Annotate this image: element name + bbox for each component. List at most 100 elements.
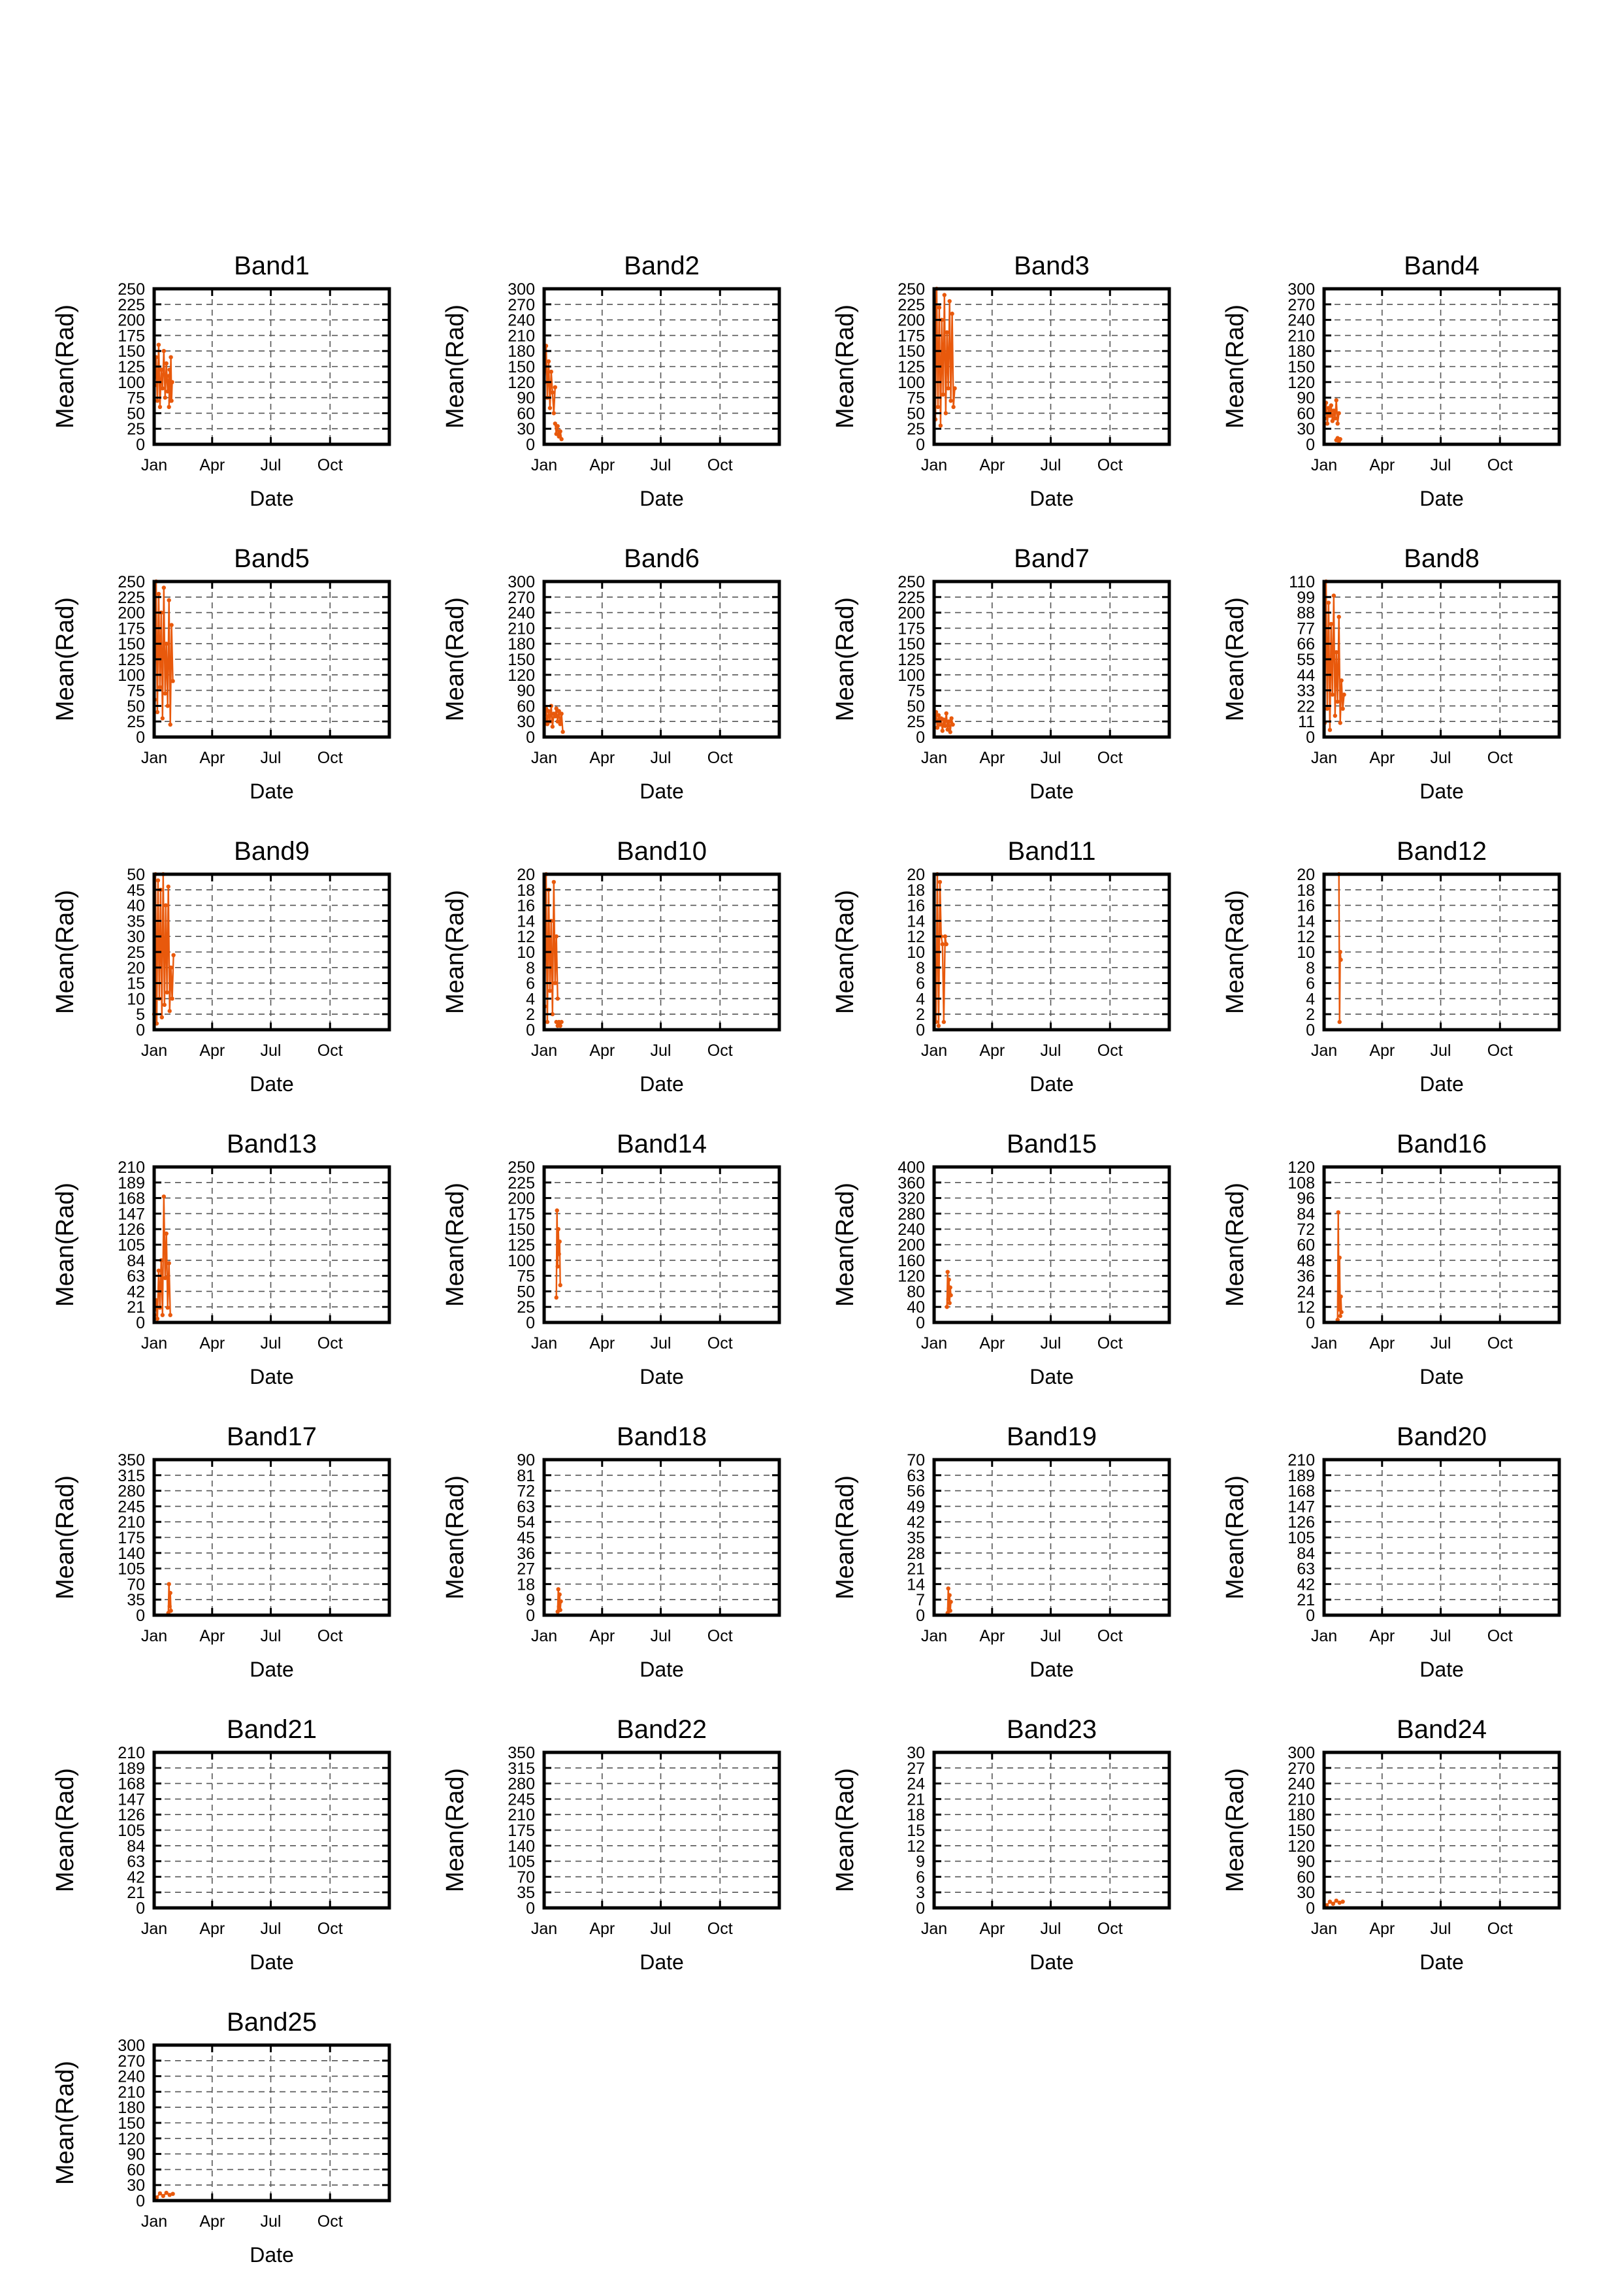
- y-tick-label: 140: [118, 1545, 145, 1563]
- data-point: [1340, 1899, 1345, 1904]
- plot-frame: [152, 1165, 391, 1324]
- y-tick-label: 90: [517, 1451, 535, 1469]
- y-tick-label: 105: [118, 1822, 145, 1840]
- y-tick-label: 40: [127, 897, 145, 915]
- x-tick-label: Jul: [261, 1334, 282, 1353]
- x-tick-label: Apr: [199, 749, 225, 767]
- x-tick-label: Oct: [317, 456, 343, 474]
- data-point: [943, 411, 948, 416]
- data-point: [1337, 1900, 1342, 1905]
- plot-frame: [1322, 1165, 1561, 1324]
- y-tick-label: 240: [508, 312, 535, 330]
- y-tick-label: 105: [118, 1236, 145, 1255]
- y-tick-label: 15: [907, 1822, 925, 1840]
- data-point: [1335, 421, 1340, 426]
- y-tick-label: 0: [1306, 1021, 1315, 1040]
- x-tick-label: Jul: [1041, 456, 1061, 474]
- x-tick-label: Oct: [707, 1041, 733, 1060]
- data-point: [156, 591, 161, 597]
- data-point: [1338, 1313, 1342, 1319]
- y-tick-label: 5: [136, 1006, 145, 1024]
- y-axis-label: Mean(Rad): [52, 304, 79, 429]
- y-tick-label: 200: [508, 1190, 535, 1208]
- y-tick-label: 84: [1297, 1545, 1315, 1563]
- y-axis-label: Mean(Rad): [1222, 1768, 1249, 1892]
- y-tick-label: 150: [118, 635, 145, 653]
- data-point: [554, 934, 559, 939]
- plot-frame: [542, 1750, 781, 1910]
- panel-title: Band5: [234, 544, 310, 573]
- data-point: [550, 724, 555, 729]
- x-tick-label: Jul: [1041, 1627, 1061, 1645]
- data-series-line: [934, 287, 956, 427]
- y-tick-label: 35: [517, 1884, 535, 1902]
- x-tick-label: Oct: [1487, 1041, 1513, 1060]
- y-tick-label: 27: [517, 1560, 535, 1579]
- x-tick-label: Oct: [1097, 1920, 1123, 1938]
- x-tick-label: Jan: [141, 1334, 167, 1353]
- x-tick-label: Jan: [531, 1920, 557, 1938]
- data-point: [1336, 411, 1341, 416]
- y-tick-label: 50: [907, 697, 925, 715]
- y-tick-label: 25: [517, 1298, 535, 1317]
- x-axis-label: Date: [1419, 1950, 1464, 1974]
- plot-frame: [1322, 872, 1561, 1032]
- x-tick-label: Apr: [589, 749, 615, 767]
- x-tick-label: Jan: [1311, 1627, 1337, 1645]
- y-axis-label: Mean(Rad): [1222, 890, 1249, 1014]
- data-point: [558, 1607, 562, 1613]
- y-tick-label: 6: [1306, 975, 1315, 993]
- data-point: [155, 710, 160, 715]
- y-tick-label: 18: [1297, 881, 1315, 900]
- y-tick-label: 2: [1306, 1006, 1315, 1024]
- x-axis-label: Date: [640, 1950, 684, 1974]
- data-point: [167, 598, 171, 602]
- data-point: [553, 981, 557, 985]
- x-tick-label: Apr: [979, 749, 1005, 767]
- data-series-line: [935, 873, 947, 1027]
- x-tick-label: Oct: [1487, 749, 1513, 767]
- data-point: [1326, 406, 1331, 410]
- y-tick-label: 0: [136, 1607, 145, 1625]
- y-tick-label: 245: [118, 1498, 145, 1516]
- y-tick-label: 126: [1288, 1513, 1315, 1532]
- y-tick-label: 0: [136, 436, 145, 454]
- y-tick-label: 240: [508, 604, 535, 623]
- data-point: [558, 722, 562, 727]
- data-point: [557, 1592, 562, 1597]
- y-tick-label: 70: [127, 1575, 145, 1594]
- x-tick-label: Apr: [589, 456, 615, 474]
- y-axis-label: Mean(Rad): [52, 890, 79, 1014]
- y-tick-label: 12: [1297, 1298, 1315, 1317]
- y-tick-label: 25: [907, 420, 925, 438]
- y-tick-label: 175: [898, 327, 925, 345]
- y-tick-label: 0: [916, 1607, 925, 1625]
- data-point: [553, 421, 557, 426]
- plot-frame: [542, 872, 781, 1032]
- x-axis-label: Date: [250, 1950, 294, 1974]
- data-point: [559, 712, 564, 716]
- y-tick-label: 126: [118, 1221, 145, 1239]
- y-axis-label: Mean(Rad): [1222, 1475, 1249, 1599]
- x-tick-label: Jul: [261, 1920, 282, 1938]
- y-tick-label: 150: [118, 342, 145, 361]
- y-axis-label: Mean(Rad): [832, 890, 859, 1014]
- y-tick-label: 0: [916, 729, 925, 747]
- y-tick-label: 30: [1297, 420, 1315, 438]
- y-tick-label: 225: [898, 296, 925, 314]
- plot-frame: [152, 2043, 391, 2203]
- y-tick-label: 40: [907, 1298, 925, 1317]
- data-point: [167, 367, 172, 372]
- x-axis-label: Date: [250, 487, 294, 510]
- data-point: [554, 706, 559, 711]
- y-tick-label: 210: [118, 1513, 145, 1532]
- y-tick-label: 350: [508, 1744, 535, 1762]
- data-point: [155, 878, 161, 883]
- y-tick-label: 240: [118, 2068, 145, 2086]
